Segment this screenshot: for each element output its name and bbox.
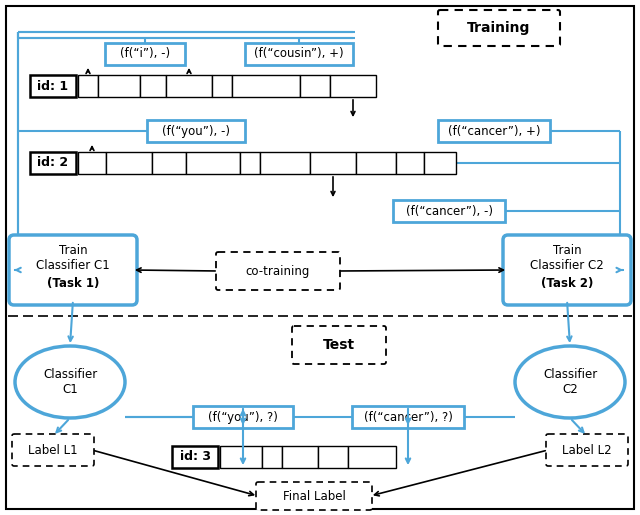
Text: id: 1: id: 1 [37, 79, 68, 93]
FancyBboxPatch shape [105, 43, 185, 65]
FancyBboxPatch shape [240, 152, 260, 174]
FancyBboxPatch shape [256, 482, 372, 510]
Text: (f(“cousin”), +): (f(“cousin”), +) [254, 47, 344, 60]
FancyBboxPatch shape [216, 252, 340, 290]
FancyBboxPatch shape [356, 152, 396, 174]
FancyBboxPatch shape [393, 200, 505, 222]
Ellipse shape [15, 346, 125, 418]
FancyBboxPatch shape [352, 406, 464, 428]
FancyBboxPatch shape [172, 446, 218, 468]
FancyBboxPatch shape [147, 120, 245, 142]
FancyBboxPatch shape [330, 75, 376, 97]
FancyBboxPatch shape [262, 446, 282, 468]
FancyBboxPatch shape [396, 152, 424, 174]
FancyBboxPatch shape [282, 446, 318, 468]
Text: (f(“cancer”), +): (f(“cancer”), +) [448, 125, 540, 138]
Text: (f(“i”), -): (f(“i”), -) [120, 47, 170, 60]
Text: Final Label: Final Label [283, 489, 346, 503]
FancyBboxPatch shape [424, 152, 456, 174]
Text: co-training: co-training [246, 265, 310, 278]
Text: Classifier
C2: Classifier C2 [543, 368, 597, 396]
Text: id: 2: id: 2 [37, 157, 68, 169]
Text: (f(“you”), ?): (f(“you”), ?) [208, 410, 278, 423]
FancyBboxPatch shape [12, 434, 94, 466]
FancyBboxPatch shape [348, 446, 396, 468]
Text: (Task 1): (Task 1) [47, 278, 99, 290]
FancyBboxPatch shape [318, 446, 348, 468]
FancyBboxPatch shape [503, 235, 631, 305]
FancyBboxPatch shape [212, 75, 232, 97]
FancyBboxPatch shape [193, 406, 293, 428]
Text: Test: Test [323, 338, 355, 352]
FancyBboxPatch shape [300, 75, 330, 97]
Text: (f(“cancer”), ?): (f(“cancer”), ?) [364, 410, 452, 423]
Text: Train
Classifier C1: Train Classifier C1 [36, 244, 110, 272]
FancyBboxPatch shape [98, 75, 140, 97]
Text: (f(“cancer”), -): (f(“cancer”), -) [406, 204, 493, 217]
FancyBboxPatch shape [245, 43, 353, 65]
FancyBboxPatch shape [78, 75, 98, 97]
Text: Label L2: Label L2 [562, 443, 612, 456]
FancyBboxPatch shape [546, 434, 628, 466]
Text: id: 3: id: 3 [179, 451, 211, 464]
FancyBboxPatch shape [78, 152, 106, 174]
FancyBboxPatch shape [292, 326, 386, 364]
FancyBboxPatch shape [9, 235, 137, 305]
FancyBboxPatch shape [438, 10, 560, 46]
FancyBboxPatch shape [140, 75, 166, 97]
FancyBboxPatch shape [260, 152, 310, 174]
FancyBboxPatch shape [310, 152, 356, 174]
Ellipse shape [515, 346, 625, 418]
FancyBboxPatch shape [30, 75, 76, 97]
FancyBboxPatch shape [232, 75, 300, 97]
FancyBboxPatch shape [6, 6, 634, 509]
FancyBboxPatch shape [438, 120, 550, 142]
Text: Train
Classifier C2: Train Classifier C2 [530, 244, 604, 272]
FancyBboxPatch shape [166, 75, 212, 97]
FancyBboxPatch shape [220, 446, 262, 468]
Text: (f(“you”), -): (f(“you”), -) [162, 125, 230, 138]
Text: (Task 2): (Task 2) [541, 278, 593, 290]
FancyBboxPatch shape [106, 152, 152, 174]
FancyBboxPatch shape [186, 152, 240, 174]
FancyBboxPatch shape [30, 152, 76, 174]
FancyBboxPatch shape [152, 152, 186, 174]
Text: Label L1: Label L1 [28, 443, 78, 456]
Text: Training: Training [467, 21, 531, 35]
Text: Classifier
C1: Classifier C1 [43, 368, 97, 396]
